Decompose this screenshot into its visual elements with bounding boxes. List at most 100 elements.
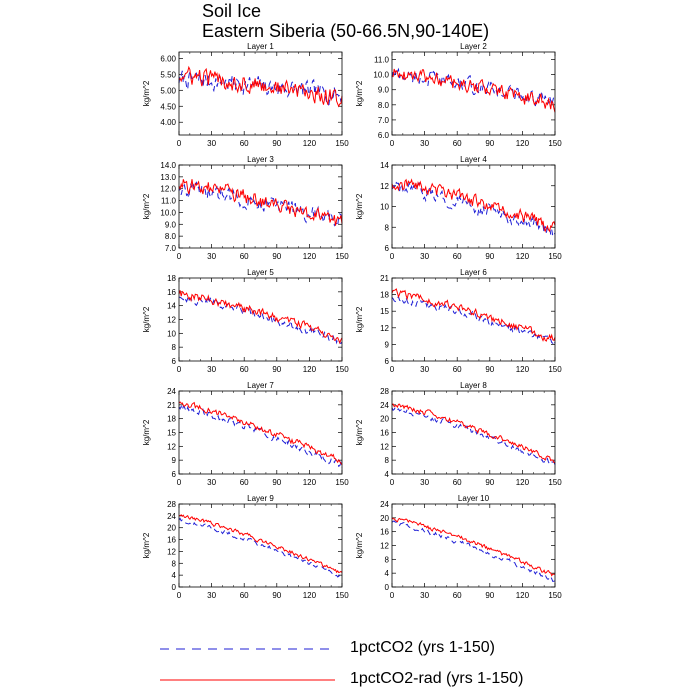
panel-frame bbox=[178, 277, 343, 362]
y-axis-label: kg/m^2 bbox=[142, 80, 151, 106]
y-tick-label: 15 bbox=[380, 307, 389, 316]
y-tick-label: 6 bbox=[172, 357, 177, 366]
series-line-solid bbox=[178, 401, 343, 466]
panel-frame bbox=[178, 164, 343, 249]
series-line-dashed bbox=[178, 405, 343, 468]
y-tick-label: 8 bbox=[385, 223, 390, 232]
series-line-dashed bbox=[391, 406, 556, 465]
x-tick-label: 30 bbox=[420, 365, 429, 374]
panel-title: Layer 10 bbox=[458, 494, 490, 503]
x-tick-label: 120 bbox=[303, 591, 317, 600]
x-tick-label: 120 bbox=[516, 478, 530, 487]
y-tick-label: 24 bbox=[380, 500, 389, 509]
y-tick-label: 11.0 bbox=[374, 56, 390, 65]
x-tick-label: 150 bbox=[548, 252, 562, 261]
x-tick-label: 30 bbox=[207, 591, 216, 600]
x-tick-label: 60 bbox=[453, 252, 462, 261]
y-tick-label: 6.00 bbox=[160, 54, 176, 63]
x-tick-label: 90 bbox=[485, 591, 494, 600]
x-tick-label: 30 bbox=[207, 252, 216, 261]
y-axis-label: kg/m^2 bbox=[142, 532, 151, 558]
y-tick-label: 11.0 bbox=[161, 197, 177, 206]
x-tick-label: 120 bbox=[303, 365, 317, 374]
y-tick-label: 18 bbox=[380, 291, 389, 300]
y-tick-label: 10.0 bbox=[160, 208, 176, 217]
x-tick-label: 60 bbox=[453, 478, 462, 487]
x-tick-label: 0 bbox=[177, 139, 182, 148]
legend-label-solid: 1pctCO2-rad (yrs 1-150) bbox=[350, 670, 524, 687]
panel-5: Layer 5 kg/m^2 0 30 60 90 120 150 6 8 10 12 14 16 18 bbox=[142, 268, 349, 374]
y-tick-label: 14.0 bbox=[160, 161, 176, 170]
y-tick-label: 24 bbox=[380, 401, 389, 410]
x-tick-label: 30 bbox=[420, 139, 429, 148]
x-tick-label: 60 bbox=[240, 252, 249, 261]
y-tick-label: 24 bbox=[167, 512, 176, 521]
panel-title: Layer 9 bbox=[247, 494, 274, 503]
legend-line-solid bbox=[160, 679, 335, 681]
x-tick-label: 150 bbox=[548, 478, 562, 487]
panel-10: Layer 10 kg/m^2 0 30 60 90 120 150 0 4 8 12 16 20 24 bbox=[355, 494, 562, 600]
y-tick-label: 10 bbox=[380, 203, 389, 212]
y-tick-label: 8 bbox=[385, 555, 390, 564]
x-tick-label: 0 bbox=[390, 139, 395, 148]
y-tick-label: 4.00 bbox=[160, 118, 176, 127]
y-tick-label: 8 bbox=[385, 456, 390, 465]
y-tick-label: 9.0 bbox=[378, 86, 390, 95]
x-tick-label: 150 bbox=[548, 139, 562, 148]
y-axis-label: kg/m^2 bbox=[355, 532, 364, 558]
x-tick-label: 60 bbox=[240, 139, 249, 148]
panel-6: Layer 6 kg/m^2 0 30 60 90 120 150 6 9 12 15 18 21 bbox=[355, 268, 562, 374]
y-tick-label: 8 bbox=[172, 559, 177, 568]
y-tick-label: 9.0 bbox=[165, 220, 177, 229]
y-tick-label: 6.0 bbox=[378, 131, 390, 140]
x-tick-label: 90 bbox=[485, 252, 494, 261]
x-tick-label: 30 bbox=[420, 252, 429, 261]
y-tick-label: 4 bbox=[385, 569, 390, 578]
series-line-dashed bbox=[178, 296, 343, 345]
x-tick-label: 30 bbox=[207, 139, 216, 148]
y-tick-label: 10 bbox=[167, 329, 176, 338]
y-tick-label: 20 bbox=[380, 514, 389, 523]
chart-title: Soil Ice bbox=[202, 1, 262, 21]
panel-title: Layer 4 bbox=[460, 155, 487, 164]
x-tick-label: 150 bbox=[335, 591, 349, 600]
x-tick-label: 60 bbox=[453, 591, 462, 600]
y-axis-label: kg/m^2 bbox=[142, 306, 151, 332]
x-tick-label: 0 bbox=[177, 478, 182, 487]
x-tick-label: 150 bbox=[335, 252, 349, 261]
panel-title: Layer 8 bbox=[460, 381, 487, 390]
y-tick-label: 12 bbox=[167, 316, 176, 325]
y-tick-label: 28 bbox=[380, 387, 389, 396]
y-tick-label: 13.0 bbox=[160, 173, 176, 182]
x-tick-label: 90 bbox=[272, 139, 281, 148]
legend-label-dashed: 1pctCO2 (yrs 1-150) bbox=[350, 639, 495, 656]
series-line-dashed bbox=[391, 67, 556, 107]
x-tick-label: 60 bbox=[453, 365, 462, 374]
y-axis-label: kg/m^2 bbox=[355, 306, 364, 332]
x-tick-label: 120 bbox=[303, 139, 317, 148]
series-line-solid bbox=[391, 68, 556, 113]
x-tick-label: 0 bbox=[177, 591, 182, 600]
x-tick-label: 60 bbox=[240, 365, 249, 374]
x-tick-label: 90 bbox=[272, 591, 281, 600]
x-tick-label: 60 bbox=[453, 139, 462, 148]
y-tick-label: 16 bbox=[380, 528, 389, 537]
y-tick-label: 20 bbox=[380, 415, 389, 424]
y-tick-label: 6 bbox=[172, 470, 177, 479]
legend-line-dashed bbox=[160, 648, 335, 650]
panel-9: Layer 9 kg/m^2 0 30 60 90 120 150 0 4 8 12 16 20 24 28 bbox=[142, 494, 349, 600]
panel-7: Layer 7 kg/m^2 0 30 60 90 120 150 6 9 12 15 18 21 24 bbox=[142, 381, 349, 487]
y-axis-label: kg/m^2 bbox=[355, 80, 364, 106]
y-axis-label: kg/m^2 bbox=[355, 193, 364, 219]
x-tick-label: 150 bbox=[335, 478, 349, 487]
series-line-solid bbox=[391, 288, 556, 342]
y-tick-label: 14 bbox=[167, 302, 176, 311]
series-line-solid bbox=[178, 179, 343, 226]
x-tick-label: 0 bbox=[390, 478, 395, 487]
y-tick-label: 0 bbox=[385, 583, 390, 592]
series-line-dashed bbox=[391, 520, 556, 582]
panel-frame bbox=[391, 390, 556, 475]
y-tick-label: 12.0 bbox=[160, 185, 176, 194]
series-line-solid bbox=[178, 290, 343, 345]
